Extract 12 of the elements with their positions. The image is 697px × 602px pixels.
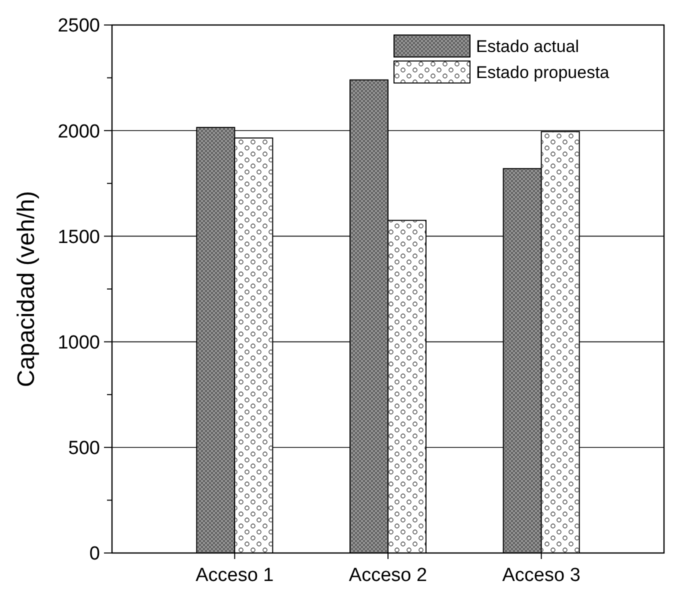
x-tick-label: Acceso 2 <box>348 565 428 586</box>
y-tick-label: 0 <box>89 544 100 565</box>
y-tick-label: 1500 <box>58 226 100 248</box>
x-tick-label: Acceso 3 <box>502 565 580 586</box>
y-tick-label: 500 <box>68 438 100 460</box>
x-tick-label: Acceso 1 <box>196 565 274 586</box>
y-axis-title: Capacidad (veh/h) <box>13 190 40 388</box>
y-tick-label: 2500 <box>58 16 100 37</box>
legend-label: Estado actual <box>476 36 580 56</box>
y-tick-label: 1000 <box>58 332 100 354</box>
legend-label: Estado propuesta <box>476 62 610 82</box>
y-tick-label: 2000 <box>58 121 100 142</box>
